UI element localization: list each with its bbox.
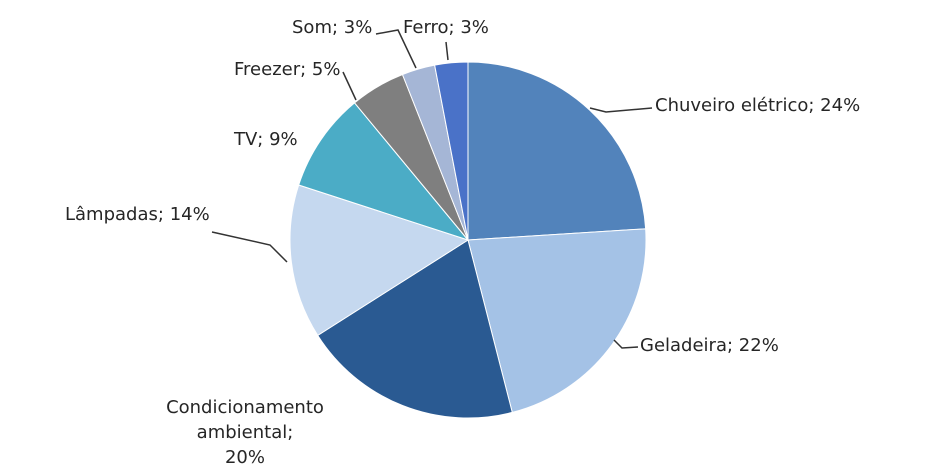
category-label: Som; xyxy=(292,17,339,38)
value-label: 9% xyxy=(269,129,298,150)
category-label: Condicionamento ambiental; xyxy=(166,397,324,443)
pie-slice xyxy=(467,228,647,414)
data-label: Som; 3% xyxy=(292,15,372,40)
value-label: 20% xyxy=(224,447,265,468)
data-label: Ferro; 3% xyxy=(403,15,489,40)
leader-line xyxy=(342,71,357,101)
leader-line xyxy=(375,29,417,69)
category-label: Freezer; xyxy=(234,59,307,80)
value-label: 3% xyxy=(343,17,373,38)
data-label: Lâmpadas; 14% xyxy=(65,202,210,227)
category-label: TV; xyxy=(234,129,264,150)
category-label: Ferro; xyxy=(403,17,455,38)
pie-slice xyxy=(317,239,513,419)
leader-line xyxy=(613,339,639,349)
data-label: Condicionamento ambiental; 20% xyxy=(130,395,360,470)
pie-slice xyxy=(434,61,469,241)
value-label: 22% xyxy=(738,335,779,356)
value-label: 14% xyxy=(169,204,210,225)
value-label: 3% xyxy=(460,17,489,38)
pie-slice xyxy=(298,102,470,242)
leader-line xyxy=(589,107,653,113)
pie-slice xyxy=(467,61,647,241)
leader-line xyxy=(445,41,449,61)
data-label: Geladeira; 22% xyxy=(640,333,779,358)
pie-slice xyxy=(289,184,470,337)
data-label: Chuveiro elétrico; 24% xyxy=(655,93,860,118)
category-label: Chuveiro elétrico; xyxy=(655,95,815,116)
value-label: 24% xyxy=(820,95,861,116)
leader-line xyxy=(211,231,288,263)
value-label: 5% xyxy=(311,59,341,80)
data-label: Freezer; 5% xyxy=(234,57,340,82)
category-label: Geladeira; xyxy=(640,335,734,356)
data-label: TV; 9% xyxy=(234,127,298,152)
category-label: Lâmpadas; xyxy=(65,204,164,225)
